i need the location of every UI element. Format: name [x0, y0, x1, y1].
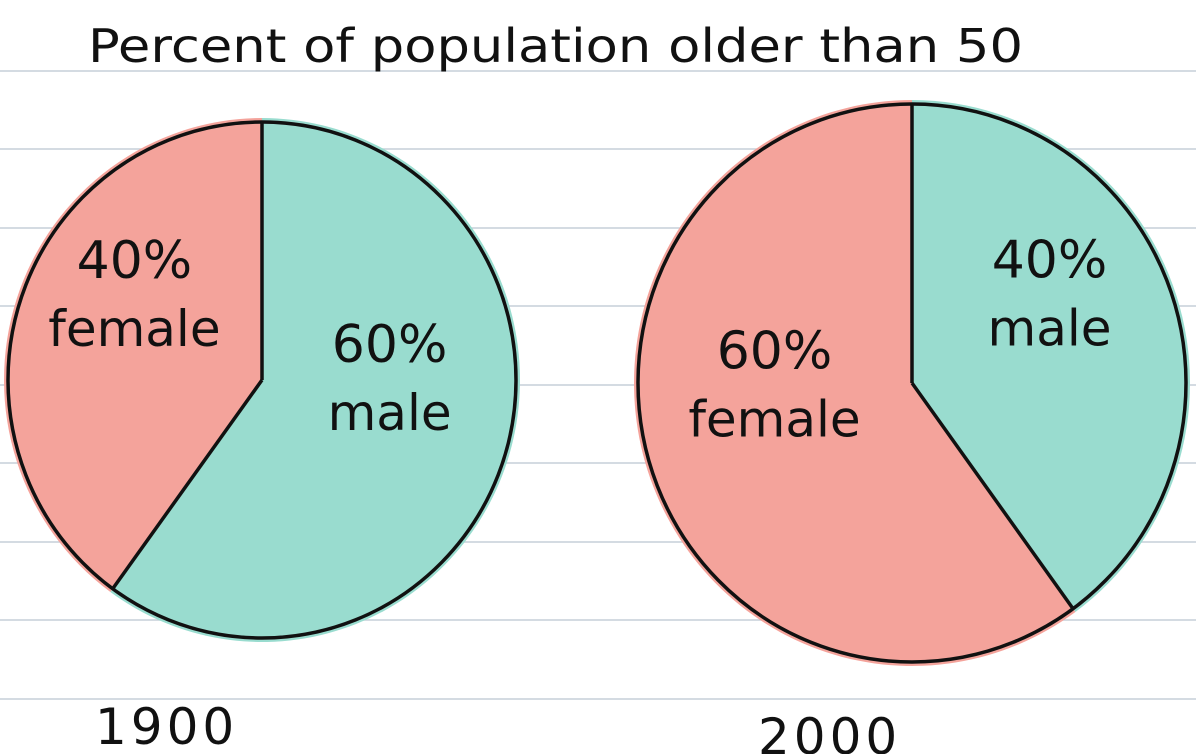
- slice-value-label-male-1900: 60%: [332, 315, 448, 375]
- slice-category-label-female-1900: female: [48, 300, 220, 358]
- slice-category-label-male-2000: male: [987, 300, 1111, 358]
- year-label-1900: 1900: [95, 698, 238, 754]
- year-label-2000: 2000: [758, 708, 901, 754]
- pie-slice-female-2000: [633, 100, 1076, 666]
- pie-slice-male-1900: [110, 118, 520, 643]
- chart-title: Percent of population older than 50: [88, 19, 1023, 73]
- slice-category-label-male-1900: male: [328, 384, 452, 442]
- slice-category-label-female-2000: female: [688, 390, 860, 448]
- pie-slice-male-2000: [912, 100, 1190, 612]
- slice-value-label-male-2000: 40%: [992, 231, 1108, 291]
- pie-divider-2000-1: [910, 381, 1075, 610]
- slice-value-label-female-2000: 60%: [717, 321, 833, 381]
- pie-chart-1900: 60% male 40% female: [3, 118, 520, 643]
- pie-chart-2000: 40% male 60% female: [633, 100, 1190, 666]
- pie-divider-1900-1: [111, 378, 264, 590]
- pie-slice-female-1900: [3, 118, 262, 592]
- slice-value-label-female-1900: 40%: [77, 231, 193, 291]
